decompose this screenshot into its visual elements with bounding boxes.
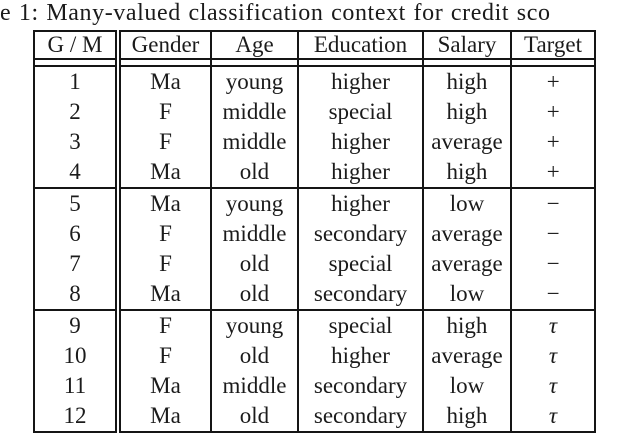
cell-salary: high: [422, 310, 512, 341]
column-header-gender: Gender: [117, 31, 212, 60]
cell-age: middle: [210, 96, 299, 127]
cell-education: higher: [297, 340, 424, 371]
cell-gender: F: [117, 96, 212, 127]
cell-salary: high: [422, 157, 512, 189]
cell-age: old: [210, 157, 299, 189]
cell-age: old: [210, 340, 299, 371]
table-row: 6 F middle secondary average −: [33, 218, 596, 249]
cell-gender: Ma: [117, 279, 212, 311]
cell-target: τ: [510, 401, 596, 432]
cell-target: τ: [510, 371, 596, 402]
cell-gender: F: [117, 127, 212, 158]
cell-gender: Ma: [117, 66, 212, 97]
table-row: 1 Ma young higher high +: [33, 66, 596, 97]
table-row: 9 F young special high τ: [33, 310, 596, 341]
cell-gender: F: [117, 218, 212, 249]
cell-age: old: [210, 249, 299, 280]
cell-gender: Ma: [117, 188, 212, 219]
cell-age: middle: [210, 371, 299, 402]
cell-salary: average: [422, 340, 512, 371]
cell-object-id: 11: [33, 371, 121, 402]
cell-education: higher: [297, 127, 424, 158]
table-row: 12 Ma old secondary high τ: [33, 401, 596, 432]
table-caption: e 1: Many-valued classification context …: [0, 0, 551, 26]
cell-education: higher: [297, 66, 424, 97]
cell-target: τ: [510, 340, 596, 371]
cell-target: −: [510, 218, 596, 249]
cell-age: young: [210, 188, 299, 219]
cell-salary: low: [422, 371, 512, 402]
cell-education: higher: [297, 188, 424, 219]
double-rule-gap: [33, 59, 596, 67]
cell-education: special: [297, 310, 424, 341]
cell-age: old: [210, 279, 299, 311]
column-header-target: Target: [510, 31, 596, 60]
cell-object-id: 10: [33, 340, 121, 371]
column-header-age: Age: [210, 31, 299, 60]
cell-age: middle: [210, 218, 299, 249]
cell-object-id: 3: [33, 127, 121, 158]
cell-object-id: 12: [33, 401, 121, 432]
cell-education: higher: [297, 157, 424, 189]
cell-object-id: 7: [33, 249, 121, 280]
cell-gender: Ma: [117, 401, 212, 432]
cell-age: middle: [210, 127, 299, 158]
cell-object-id: 6: [33, 218, 121, 249]
cell-object-id: 4: [33, 157, 121, 189]
cell-age: young: [210, 310, 299, 341]
cell-gender: Ma: [117, 157, 212, 189]
table-row: 10 F old higher average τ: [33, 340, 596, 371]
cell-education: secondary: [297, 218, 424, 249]
cell-gender: F: [117, 310, 212, 341]
table-row: 5 Ma young higher low −: [33, 188, 596, 219]
table-row: 7 F old special average −: [33, 249, 596, 280]
table-header-row: G / M Gender Age Education Salary Target: [33, 31, 596, 60]
cell-salary: average: [422, 127, 512, 158]
table-row: 4 Ma old higher high +: [33, 157, 596, 189]
cell-target: +: [510, 66, 596, 97]
table-row: 8 Ma old secondary low −: [33, 279, 596, 311]
cell-education: secondary: [297, 401, 424, 432]
classification-context-table: G / M Gender Age Education Salary Target…: [33, 30, 596, 433]
cell-gender: F: [117, 340, 212, 371]
cell-salary: low: [422, 188, 512, 219]
table-row: 11 Ma middle secondary low τ: [33, 371, 596, 402]
column-header-salary: Salary: [422, 31, 512, 60]
cell-salary: high: [422, 66, 512, 97]
cell-target: τ: [510, 310, 596, 341]
cell-salary: low: [422, 279, 512, 311]
cell-target: −: [510, 188, 596, 219]
cell-object-id: 8: [33, 279, 121, 311]
cell-target: +: [510, 157, 596, 189]
cell-salary: high: [422, 96, 512, 127]
cell-education: special: [297, 96, 424, 127]
cell-target: −: [510, 249, 596, 280]
column-header-education: Education: [297, 31, 424, 60]
cell-education: secondary: [297, 371, 424, 402]
cell-age: old: [210, 401, 299, 432]
cell-salary: average: [422, 218, 512, 249]
cell-gender: Ma: [117, 371, 212, 402]
table-row: 2 F middle special high +: [33, 96, 596, 127]
table-row: 3 F middle higher average +: [33, 127, 596, 158]
cell-target: −: [510, 279, 596, 311]
cell-object-id: 1: [33, 66, 121, 97]
cell-object-id: 2: [33, 96, 121, 127]
cell-education: special: [297, 249, 424, 280]
cell-object-id: 5: [33, 188, 121, 219]
cell-age: young: [210, 66, 299, 97]
cell-salary: average: [422, 249, 512, 280]
cell-object-id: 9: [33, 310, 121, 341]
cell-education: secondary: [297, 279, 424, 311]
column-header-gm: G / M: [33, 31, 121, 60]
cell-target: +: [510, 127, 596, 158]
cell-target: +: [510, 96, 596, 127]
cell-salary: high: [422, 401, 512, 432]
cell-gender: F: [117, 249, 212, 280]
